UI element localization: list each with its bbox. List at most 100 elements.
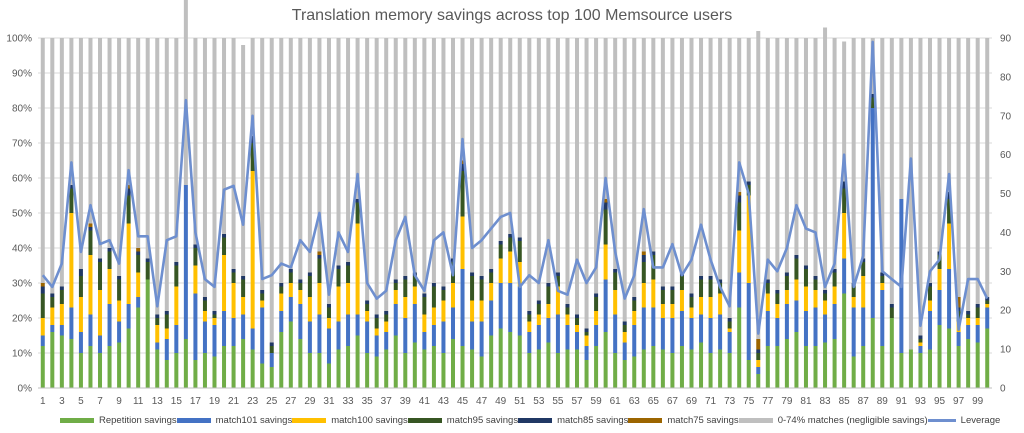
bar-segment: [851, 297, 856, 308]
bar-segment: [78, 276, 83, 297]
bar-segment: [918, 335, 923, 339]
bar-segment: [374, 318, 379, 329]
bar-segment: [737, 192, 742, 196]
bar-segment: [632, 300, 637, 311]
bar-segment: [784, 304, 789, 339]
bar-segment: [784, 276, 789, 290]
bar-segment: [727, 318, 732, 322]
bar-segment: [794, 255, 799, 259]
bar-segment: [117, 38, 122, 276]
bar-segment: [718, 293, 723, 315]
bar-segment: [775, 346, 780, 388]
bar-segment: [699, 342, 704, 388]
legend-item: Leverage: [927, 415, 1000, 426]
bar-segment: [288, 297, 293, 322]
bar-segment: [393, 38, 398, 280]
bar-segment: [737, 202, 742, 231]
bar-segment: [260, 300, 265, 308]
bar-segment: [679, 346, 684, 388]
bar-segment: [756, 367, 761, 374]
bar-segment: [613, 290, 618, 315]
bar-segment: [498, 241, 503, 245]
bar-segment: [336, 38, 341, 266]
bar-segment: [126, 195, 131, 224]
bar-segment: [403, 297, 408, 318]
bar-segment: [212, 318, 217, 325]
bar-segment: [832, 272, 837, 287]
bar-segment: [880, 290, 885, 346]
bar-segment: [565, 307, 570, 315]
bar-segment: [393, 304, 398, 336]
bar-segment: [670, 38, 675, 287]
legend-label: match95 savings: [446, 415, 519, 426]
bar-segment: [679, 290, 684, 311]
y2-tick-label: 0: [1000, 384, 1006, 395]
y-tick-label: 90%: [12, 69, 32, 80]
bar-segment: [870, 318, 875, 388]
bar-segment: [317, 255, 322, 259]
bar-segment: [298, 38, 303, 280]
bar-segment: [279, 286, 284, 294]
bar-segment: [59, 38, 64, 287]
bar-segment: [584, 328, 589, 332]
bar-segment: [975, 304, 980, 308]
legend-swatch: [60, 418, 94, 423]
bar-segment: [59, 290, 64, 304]
bar-segment: [422, 349, 427, 388]
bar-segment: [536, 325, 541, 350]
bar-segment: [803, 311, 808, 346]
x-tick-label: 77: [762, 396, 774, 407]
bar-segment: [947, 269, 952, 329]
bar-segment: [393, 290, 398, 304]
x-tick-label: 45: [457, 396, 469, 407]
legend-swatch: [292, 418, 327, 423]
bar-segment: [641, 262, 646, 283]
legend-item: 0-74% matches (negligible savings): [738, 415, 928, 426]
bar-segment: [88, 38, 93, 224]
bar-segment: [985, 307, 990, 329]
bar-segment: [689, 349, 694, 388]
bar-segment: [527, 353, 532, 388]
bar-segment: [307, 272, 312, 276]
bar-segment: [40, 335, 45, 346]
x-tick-label: 79: [781, 396, 793, 407]
bar-segment: [431, 325, 436, 346]
bar-segment: [908, 349, 913, 388]
bar-segment: [803, 265, 808, 269]
bar-segment: [384, 332, 389, 350]
bar-segment: [450, 339, 455, 388]
bar-segment: [193, 265, 198, 294]
y2-tick-label: 90: [1000, 34, 1012, 45]
bar-segment: [441, 290, 446, 301]
bar-segment: [622, 325, 627, 332]
bar-segment: [365, 300, 370, 304]
y-tick-label: 10%: [12, 349, 32, 360]
bar-segment: [88, 230, 93, 255]
bar-segment: [727, 321, 732, 329]
bar-segment: [622, 38, 627, 322]
bar-segment: [746, 283, 751, 360]
legend-item: match75 savings: [628, 415, 739, 426]
bar-segment: [803, 346, 808, 388]
bar-segment: [851, 286, 856, 297]
bar-segment: [899, 353, 904, 388]
bar-segment: [126, 223, 131, 304]
bar-segment: [737, 272, 742, 308]
bar-segment: [603, 244, 608, 280]
bar-segment: [517, 286, 522, 336]
bar-segment: [889, 38, 894, 304]
bar-segment: [450, 283, 455, 308]
x-tick-label: 1: [40, 396, 46, 407]
bar-segment: [374, 328, 379, 336]
bar-segment: [269, 38, 274, 343]
bar-segment: [546, 286, 551, 304]
bar-segment: [517, 241, 522, 262]
bar-segment: [136, 251, 141, 255]
bar-segment: [498, 244, 503, 259]
x-tick-label: 31: [323, 396, 335, 407]
bar-segment: [861, 262, 866, 276]
bar-segment: [155, 314, 160, 318]
bar-segment: [641, 38, 646, 252]
bar-segment: [78, 38, 83, 269]
bar-segment: [498, 328, 503, 388]
